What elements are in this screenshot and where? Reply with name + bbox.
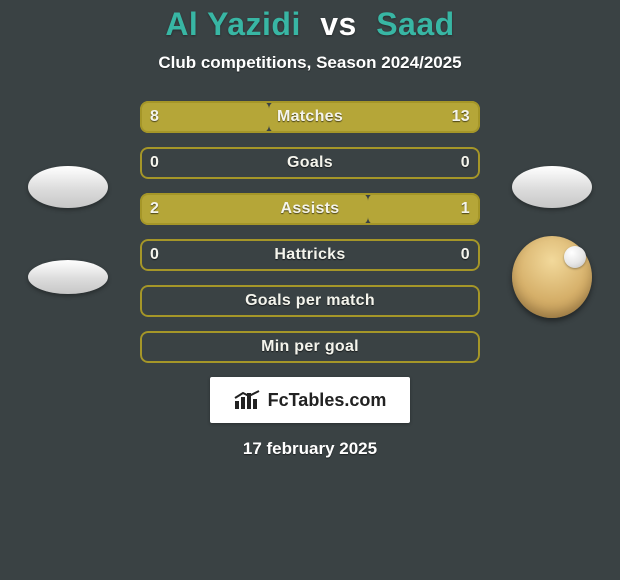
stat-label: Goals bbox=[140, 147, 480, 179]
stats-bars: 813Matches 00Goals 21Assists 00Hattricks Goa… bbox=[140, 101, 480, 363]
stat-bar: 00Goals bbox=[140, 147, 480, 179]
brand-text: FcTables.com bbox=[268, 390, 387, 411]
stat-label: Hattricks bbox=[140, 239, 480, 271]
footer-date: 17 february 2025 bbox=[0, 439, 620, 459]
vs-label: vs bbox=[310, 6, 367, 42]
stat-bar: 813Matches bbox=[140, 101, 480, 133]
player1-badge-1 bbox=[28, 147, 108, 227]
brand-logo[interactable]: FcTables.com bbox=[210, 377, 410, 423]
stat-bar: 00Hattricks bbox=[140, 239, 480, 271]
stat-bar: Min per goal bbox=[140, 331, 480, 363]
ellipse-icon bbox=[28, 260, 108, 294]
right-badge-column bbox=[492, 147, 612, 317]
infographic: Al Yazidi vs Saad Club competitions, Sea… bbox=[0, 0, 620, 580]
trophy-icon bbox=[512, 236, 592, 318]
stat-label: Matches bbox=[140, 101, 480, 133]
player2-name: Saad bbox=[376, 6, 454, 42]
left-badge-column bbox=[8, 147, 128, 317]
subtitle: Club competitions, Season 2024/2025 bbox=[0, 53, 620, 73]
stat-bar: Goals per match bbox=[140, 285, 480, 317]
stat-label: Assists bbox=[140, 193, 480, 225]
page-title: Al Yazidi vs Saad bbox=[0, 6, 620, 43]
ellipse-icon bbox=[512, 166, 592, 208]
main-row: 813Matches 00Goals 21Assists 00Hattricks Goa… bbox=[0, 101, 620, 363]
stat-label: Min per goal bbox=[140, 331, 480, 363]
player2-badge-1 bbox=[512, 147, 592, 227]
stat-label: Goals per match bbox=[140, 285, 480, 317]
ellipse-icon bbox=[28, 166, 108, 208]
stat-bar: 21Assists bbox=[140, 193, 480, 225]
chart-icon bbox=[234, 390, 262, 410]
player1-badge-2 bbox=[28, 237, 108, 317]
player2-badge-2 bbox=[512, 237, 592, 317]
player1-name: Al Yazidi bbox=[165, 6, 301, 42]
